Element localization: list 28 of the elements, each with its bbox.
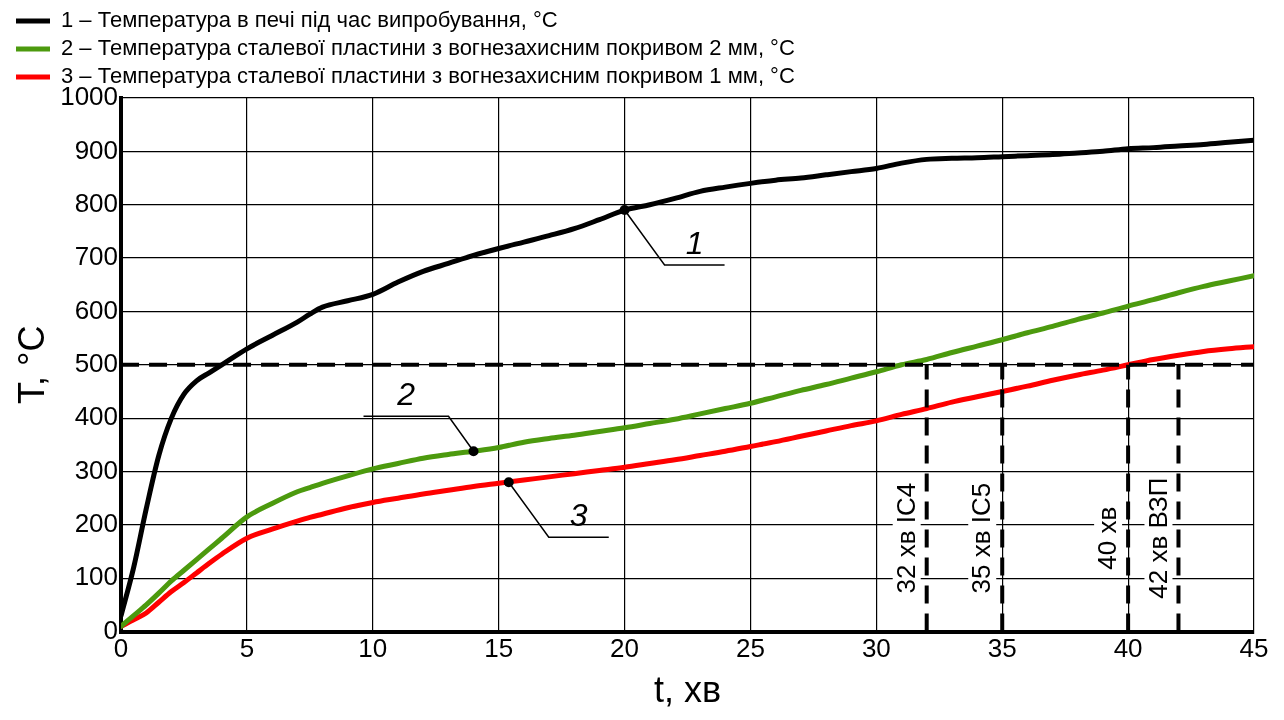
x-tick-label: 20 [610, 633, 640, 664]
y-tick-label: 100 [74, 561, 119, 592]
y-tick-label: 500 [74, 347, 119, 378]
y-tick-label: 800 [74, 187, 119, 218]
annotation: 1 [685, 224, 704, 261]
y-tick-label: 600 [74, 294, 119, 325]
y-tick-label: 300 [74, 454, 119, 485]
ref-line-label: 42 хв ВЗП [1142, 477, 1173, 599]
x-tick-label: 25 [736, 633, 765, 664]
ref-line-label: 40 хв [1092, 506, 1123, 570]
y-tick-label: 900 [74, 134, 119, 165]
x-tick-label: 30 [861, 633, 891, 664]
annotation: 2 [396, 376, 416, 413]
y-tick-label: 700 [74, 241, 119, 272]
legend-label: 1 – Температура в печі під час випробування, °C [61, 7, 558, 33]
ref-line-label: 32 хв IC4 [890, 482, 921, 594]
legend-label: 2 – Температура сталевої пластини з вогнезахисним покривом 2 мм, °C [61, 35, 795, 61]
x-tick-label: 45 [1239, 633, 1269, 664]
x-tick-label: 35 [987, 633, 1017, 664]
x-axis-title: t, хв [653, 669, 722, 711]
x-tick-label: 15 [484, 633, 514, 664]
y-tick-label: 200 [74, 508, 119, 539]
x-tick-label: 10 [358, 633, 388, 664]
y-tick-label: 400 [74, 401, 119, 432]
y-axis-title: T, °C [10, 325, 52, 404]
x-tick-label: 5 [239, 633, 255, 664]
x-tick-label: 40 [1113, 633, 1143, 664]
ref-line-label: 35 хв IC5 [966, 482, 997, 594]
